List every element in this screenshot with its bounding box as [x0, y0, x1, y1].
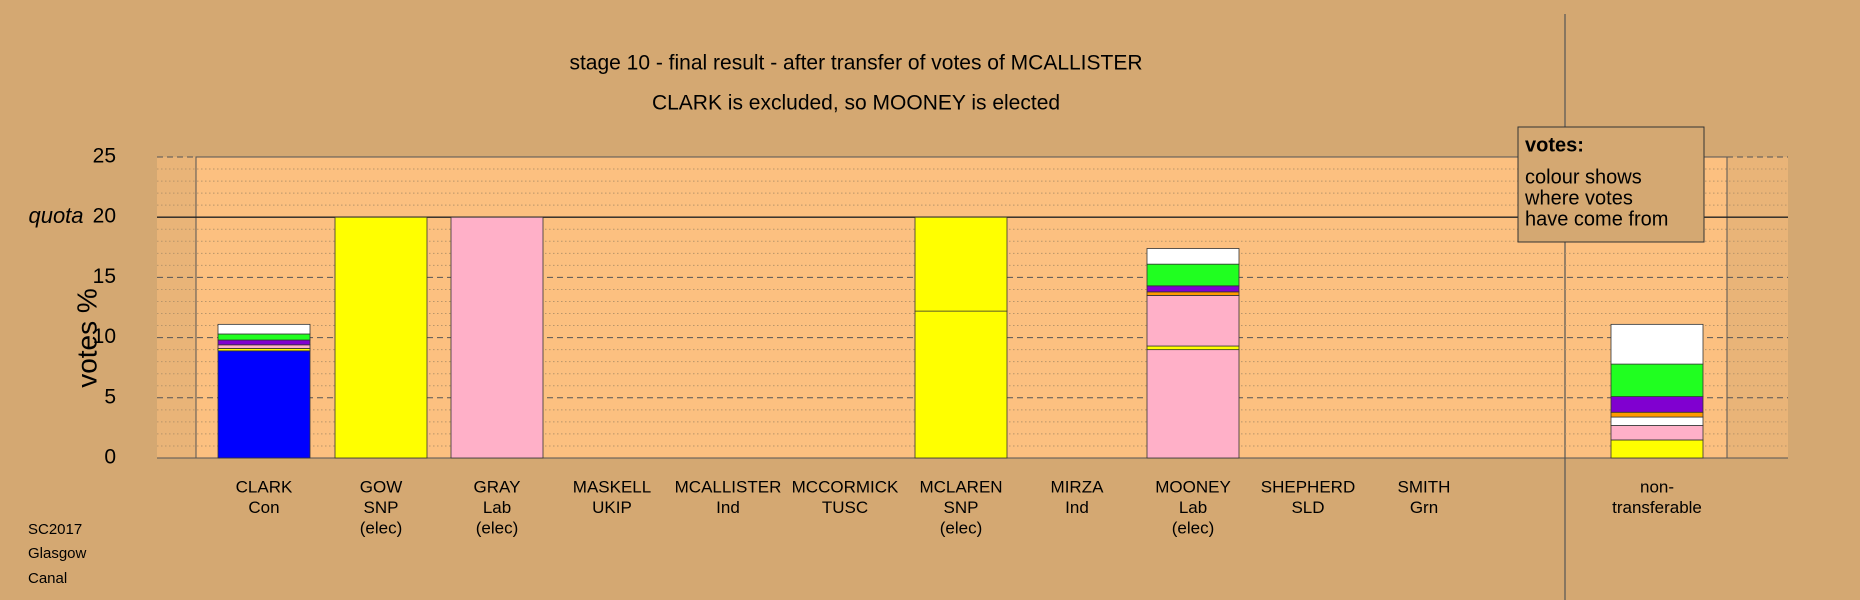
x-tick-label: SMITH [1398, 477, 1451, 496]
bar-segment [1610, 411, 1704, 418]
x-tick-label: Ind [716, 498, 740, 517]
bar-segment [1146, 349, 1240, 459]
y-tick-label: 20 [93, 205, 116, 228]
bar-segment [1610, 439, 1704, 459]
legend-title: votes: [1525, 134, 1584, 156]
legend-box [1517, 126, 1705, 243]
y-tick-label: 0 [104, 446, 116, 469]
legend-line: where votes [1524, 187, 1633, 209]
bar-segment [1146, 291, 1240, 296]
bar-segment [217, 350, 311, 459]
bar-segment [914, 310, 1008, 459]
legend: votes: colour shows where votes have com… [1517, 126, 1705, 243]
footer-text: Canal [28, 570, 67, 587]
bar-segment [1146, 345, 1240, 351]
bar-segment [450, 216, 544, 459]
bar-segment [914, 216, 1008, 312]
bar-segment [1610, 396, 1704, 413]
x-tick-label: SNP [944, 498, 979, 517]
footer-text: SC2017 [28, 521, 82, 538]
x-tick-label: GRAY [474, 477, 521, 496]
x-tick-label: SHEPHERD [1261, 477, 1355, 496]
bar-segment [334, 216, 428, 459]
bar-segment [1610, 425, 1704, 441]
x-tick-label: MIRZA [1051, 477, 1105, 496]
chart-title: stage 10 - final result - after transfer… [569, 52, 1142, 75]
bar-segment [1146, 295, 1240, 347]
bar-segment [1146, 263, 1240, 287]
x-tick-label: TUSC [822, 498, 868, 517]
x-tick-label: SLD [1291, 498, 1324, 517]
x-tick-label: transferable [1612, 498, 1702, 517]
x-tick-label: non- [1640, 477, 1674, 496]
bar-segment [217, 339, 311, 346]
x-tick-label: (elec) [476, 518, 519, 537]
y-tick-label: 10 [93, 325, 116, 348]
x-tick-label: (elec) [940, 518, 983, 537]
x-tick-label: Grn [1410, 498, 1438, 517]
bar-segment [1146, 248, 1240, 265]
legend-line: have come from [1525, 208, 1668, 230]
x-tick-label: MCALLISTER [675, 477, 782, 496]
x-tick-label: Lab [483, 498, 511, 517]
bar-segment [217, 333, 311, 341]
quota-label: quota [28, 203, 83, 228]
x-tick-label: MCCORMICK [792, 477, 899, 496]
x-tick-label: CLARK [236, 477, 293, 496]
bar-segment [217, 323, 311, 335]
x-tick-label: UKIP [592, 498, 632, 517]
y-tick-label: 25 [93, 145, 116, 168]
x-tick-label: (elec) [360, 518, 403, 537]
x-tick-label: GOW [360, 477, 403, 496]
bar-segment [1610, 416, 1704, 426]
bar-segment [217, 344, 311, 349]
x-tick-label: MCLAREN [919, 477, 1002, 496]
x-tick-label: Lab [1179, 498, 1207, 517]
y-axis-label: votes % [71, 288, 102, 388]
footer-text: Glasgow [28, 545, 87, 562]
bar-segment [1146, 285, 1240, 293]
legend-line: colour shows [1525, 166, 1642, 188]
x-tick-label: MOONEY [1155, 477, 1231, 496]
chart-subtitle: CLARK is excluded, so MOONEY is elected [652, 92, 1060, 115]
x-tick-label: Con [248, 498, 279, 517]
y-tick-label: 15 [93, 265, 116, 288]
x-tick-label: (elec) [1172, 518, 1215, 537]
x-tick-label: Ind [1065, 498, 1089, 517]
bar-segment [1610, 363, 1704, 397]
y-tick-label: 5 [104, 385, 116, 408]
bar-segment [1610, 323, 1704, 365]
x-tick-label: SNP [364, 498, 399, 517]
x-tick-label: MASKELL [573, 477, 651, 496]
